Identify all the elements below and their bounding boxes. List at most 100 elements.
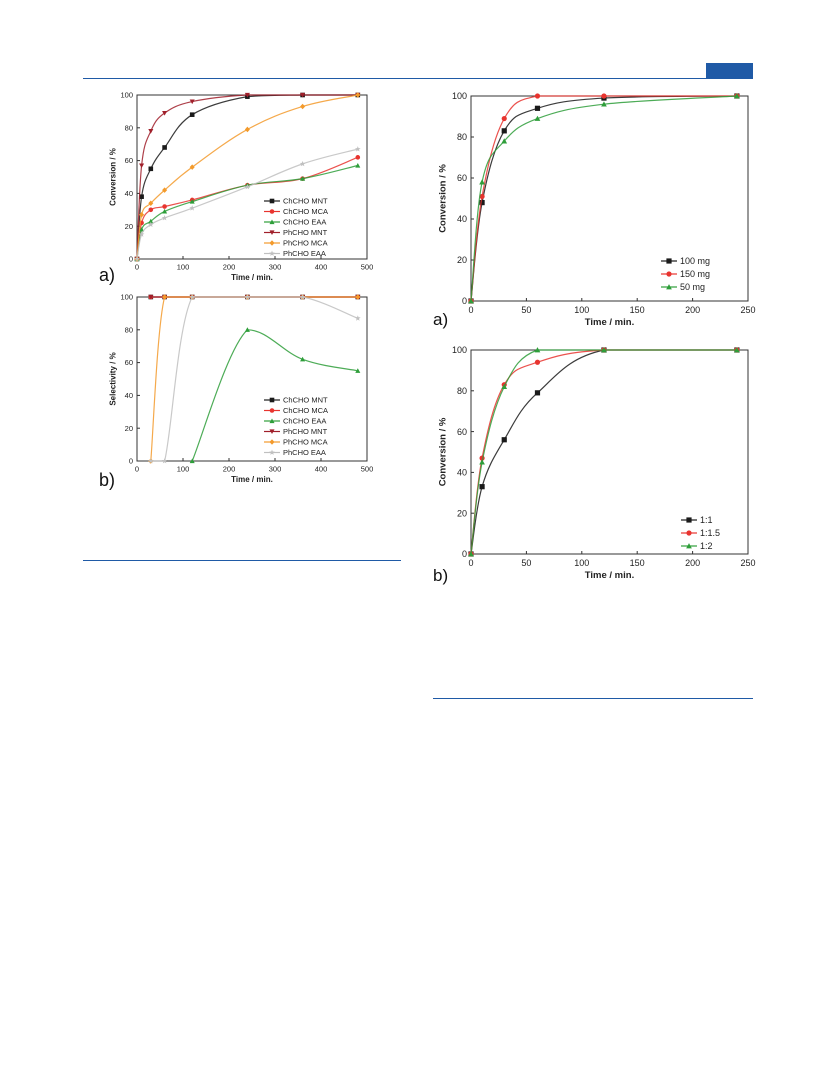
data-point — [355, 92, 361, 98]
data-point — [479, 193, 485, 200]
data-point — [244, 294, 251, 300]
data-point — [147, 221, 154, 227]
x-tick-label: 0 — [468, 558, 473, 568]
series-line — [470, 95, 737, 302]
legend-label: ChCHO MNT — [283, 197, 328, 206]
data-point — [139, 211, 145, 218]
legend-marker — [269, 230, 275, 236]
data-point — [300, 176, 306, 181]
data-point — [501, 128, 507, 134]
data-point — [300, 356, 306, 362]
series-line — [470, 95, 737, 302]
series-line — [470, 349, 737, 555]
y-tick-label: 100 — [452, 91, 467, 101]
chart-right-a-svg: 0 50 100 150 200 250 0 20 40 60 80 100 Time / min. Co… — [433, 91, 756, 329]
x-tick-label: 400 — [315, 465, 328, 474]
data-point — [244, 92, 250, 98]
y-tick-label: 80 — [457, 132, 467, 142]
series-line — [470, 95, 737, 302]
header-rule — [83, 78, 753, 79]
y-tick-label: 80 — [457, 386, 467, 396]
x-axis-label: Time / min. — [231, 273, 273, 282]
data-point — [601, 93, 607, 99]
series-line — [150, 296, 359, 462]
y-tick-label: 40 — [125, 189, 133, 198]
data-point — [601, 101, 607, 107]
series-line — [191, 329, 358, 462]
y-tick-label: 40 — [457, 214, 467, 224]
series-line — [136, 148, 358, 260]
x-axis-label: Time / min. — [231, 475, 273, 484]
legend-label: ChCHO MNT — [283, 396, 328, 405]
chart-left-b-svg: 0 100 200 300 400 500 0 20 40 60 80 100 Time / min. S… — [99, 293, 373, 490]
data-point — [148, 166, 154, 172]
data-point — [534, 359, 541, 365]
y-axis-label: Conversion / % — [438, 417, 449, 486]
legend-label: ChCHO MCA — [283, 406, 328, 415]
legend-marker — [269, 250, 275, 256]
y-tick-label: 0 — [462, 549, 467, 559]
data-point — [189, 199, 195, 204]
legend-label: ChCHO EAA — [283, 417, 326, 426]
legend-label: PhCHO MCA — [283, 239, 328, 248]
legend-marker — [269, 408, 275, 413]
data-point — [479, 179, 485, 185]
y-tick-label: 40 — [125, 391, 133, 400]
series-1-1-5 — [468, 347, 740, 557]
x-tick-label: 200 — [685, 305, 700, 315]
legend-marker — [686, 517, 692, 523]
data-point — [354, 146, 361, 152]
x-tick-label: 100 — [177, 465, 190, 474]
data-point — [244, 126, 250, 133]
series-50-mg — [468, 93, 740, 304]
plot-frame — [136, 94, 368, 260]
y-tick-label: 60 — [125, 358, 133, 367]
data-point — [468, 551, 474, 557]
data-point — [139, 194, 144, 199]
y-tick-label: 20 — [125, 222, 133, 231]
legend-label: PhCHO EAA — [283, 249, 326, 258]
data-point — [162, 294, 168, 300]
x-tick-label: 150 — [630, 305, 645, 315]
data-point — [534, 347, 541, 353]
data-point — [355, 155, 361, 160]
legend-marker — [269, 429, 275, 435]
y-tick-label: 100 — [120, 91, 133, 100]
legend-marker — [686, 530, 692, 536]
data-point — [162, 208, 168, 214]
y-tick-label: 80 — [125, 123, 133, 132]
legend-marker — [666, 284, 672, 290]
x-axis-label: Time / min. — [585, 317, 634, 328]
legend-label: PhCHO MNT — [283, 228, 328, 237]
y-tick-label: 20 — [457, 508, 467, 518]
plot-frame — [136, 296, 368, 462]
x-tick-label: 200 — [685, 558, 700, 568]
x-tick-label: 300 — [269, 263, 282, 272]
y-axis-label: Conversion / % — [109, 148, 118, 206]
x-tick-label: 0 — [135, 263, 139, 272]
data-point — [189, 112, 195, 117]
data-point — [138, 231, 145, 237]
legend-marker — [269, 418, 275, 424]
y-tick-label: 60 — [125, 156, 133, 165]
x-tick-label: 500 — [361, 263, 374, 272]
series-line — [470, 349, 737, 555]
legend-label: PhCHO EAA — [283, 448, 326, 457]
data-point — [300, 103, 306, 110]
x-tick-label: 0 — [135, 465, 139, 474]
y-tick-label: 60 — [457, 427, 467, 437]
y-tick-label: 60 — [457, 173, 467, 183]
panel-label: a) — [433, 310, 448, 329]
legend-marker — [269, 439, 275, 445]
data-point — [479, 200, 485, 206]
legend-marker — [269, 209, 275, 214]
series-phcho-mca — [148, 294, 361, 464]
panel-label: b) — [99, 470, 115, 490]
y-tick-label: 20 — [125, 424, 133, 433]
legend-label: 50 mg — [680, 282, 705, 292]
data-point — [148, 294, 154, 300]
legend-label: 150 mg — [680, 269, 710, 279]
series-line — [136, 164, 358, 260]
legend-marker — [686, 543, 692, 549]
legend-label: 100 mg — [680, 256, 710, 266]
